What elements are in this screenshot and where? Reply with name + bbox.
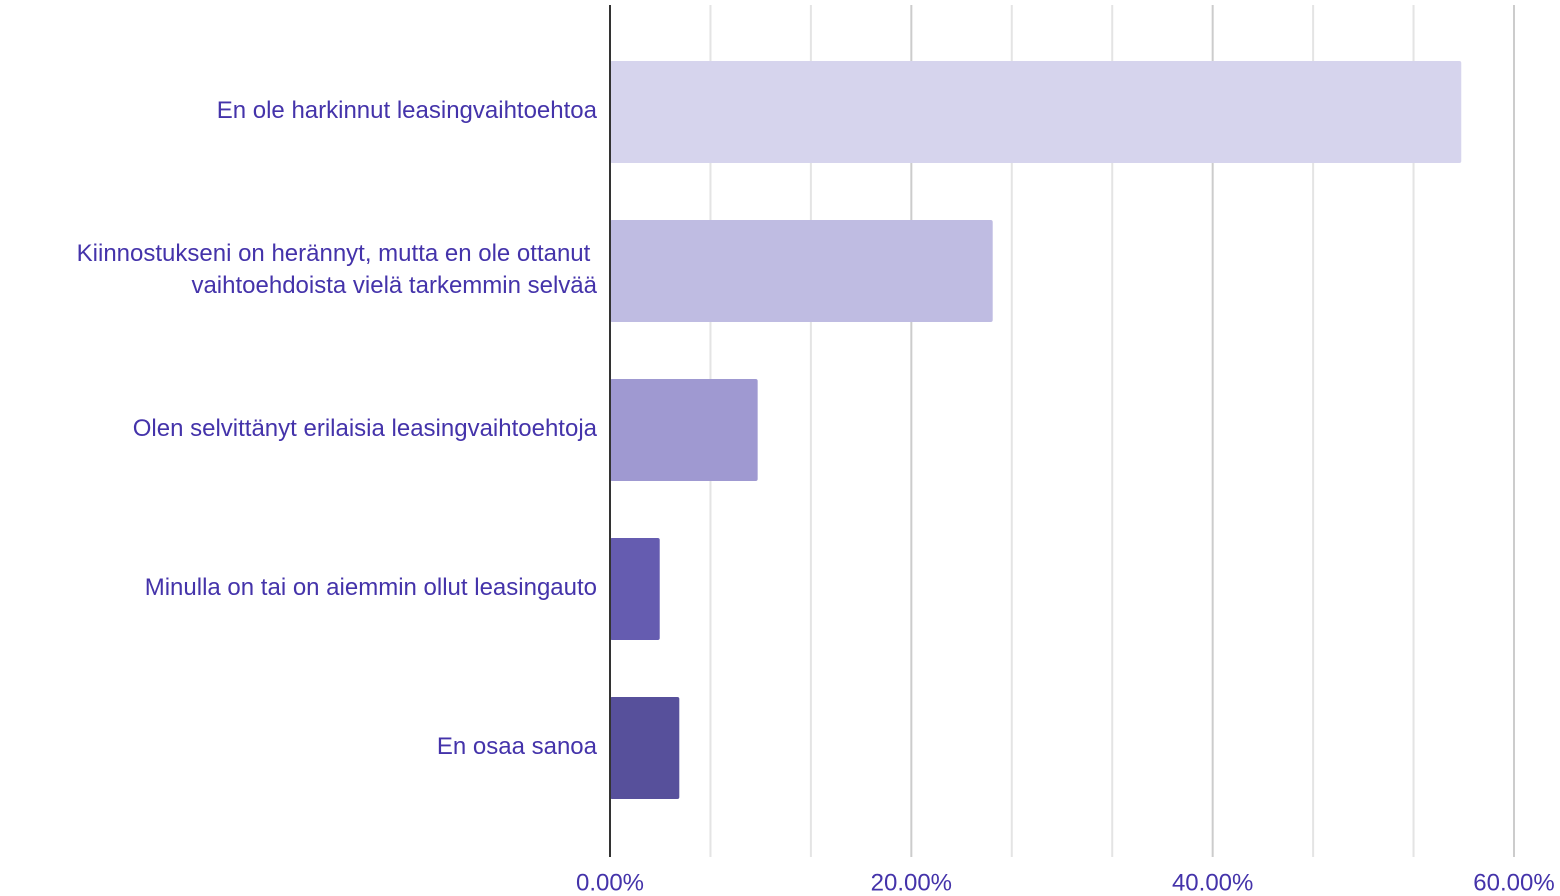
label-line: vaihtoehdoista vielä tarkemmin selvää (191, 272, 597, 299)
y-tick-label: Olen selvittänyt erilaisia leasingvaihto… (133, 415, 598, 442)
bar (610, 61, 1462, 163)
x-tick-label: 20.00% (871, 869, 952, 896)
label-line: Olen selvittänyt erilaisia leasingvaihto… (133, 415, 598, 442)
label-line: Minulla on tai on aiemmin ollut leasinga… (145, 574, 597, 601)
y-tick-label: En osaa sanoa (437, 733, 598, 760)
x-tick-label: 40.00% (1172, 869, 1253, 896)
label-line: En osaa sanoa (437, 733, 598, 760)
y-tick-label: En ole harkinnut leasingvaihtoehtoa (217, 97, 598, 124)
bar (610, 697, 680, 799)
label-line: En ole harkinnut leasingvaihtoehtoa (217, 97, 598, 124)
y-tick-label: Kiinnostukseni on herännyt, mutta en ole… (77, 240, 598, 299)
bar (610, 538, 660, 640)
bar (610, 379, 758, 481)
x-tick-label: 0.00% (576, 869, 644, 896)
x-tick-label: 60.00% (1473, 869, 1554, 896)
bar (610, 220, 993, 322)
label-line: Kiinnostukseni on herännyt, mutta en ole… (77, 240, 597, 267)
y-tick-label: Minulla on tai on aiemmin ollut leasinga… (145, 574, 597, 601)
